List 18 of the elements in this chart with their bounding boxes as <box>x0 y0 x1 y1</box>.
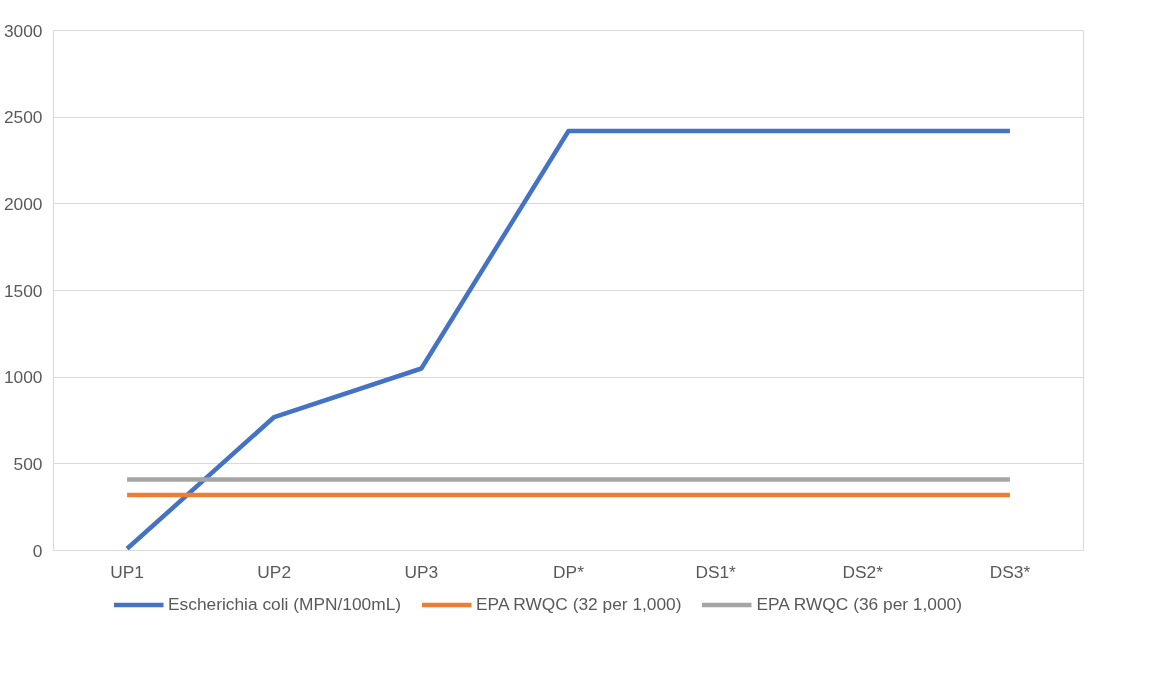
legend-label: EPA RWQC (32 per 1,000) <box>476 593 682 615</box>
x-tick-label: DS3* <box>989 561 1031 582</box>
legend-label: EPA RWQC (36 per 1,000) <box>756 593 962 615</box>
line-series <box>124 128 1013 551</box>
x-tick-label: DS1* <box>695 561 737 582</box>
y-tick-label: 3000 <box>3 20 43 41</box>
y-tick-label: 1500 <box>3 280 43 301</box>
y-tick-label: 500 <box>13 453 43 474</box>
y-tick-label: 1000 <box>3 367 43 388</box>
y-tick-label: 0 <box>32 540 43 561</box>
x-tick-label: UP1 <box>110 561 144 582</box>
legend-label: Escherichia coli (MPN/100mL) <box>168 593 402 615</box>
x-tick-label: DS2* <box>842 561 884 582</box>
y-tick-label: 2500 <box>3 107 43 128</box>
x-tick-label: UP3 <box>404 561 439 582</box>
y-tick-label: 2000 <box>3 193 43 214</box>
x-tick-label: UP2 <box>257 561 292 582</box>
x-tick-label: DP* <box>553 561 585 582</box>
